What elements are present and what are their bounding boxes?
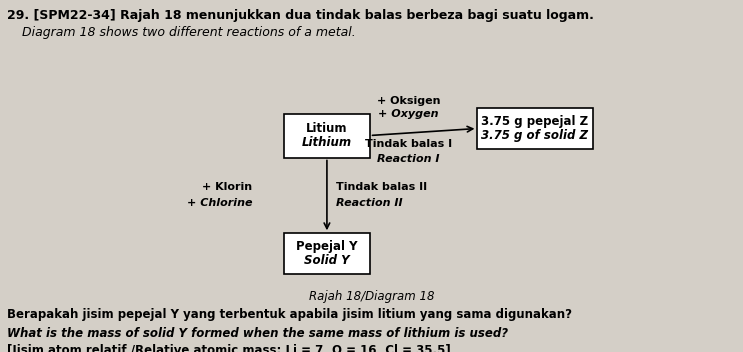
Text: Berapakah jisim pepejal Y yang terbentuk apabila jisim litium yang sama digunaka: Berapakah jisim pepejal Y yang terbentuk… xyxy=(7,308,572,321)
Text: + Oxygen: + Oxygen xyxy=(378,109,439,119)
Text: Pepejal Y: Pepejal Y xyxy=(296,240,357,253)
Text: + Oksigen: + Oksigen xyxy=(377,96,441,106)
Text: Reaction II: Reaction II xyxy=(336,198,403,208)
Text: Lithium: Lithium xyxy=(302,136,352,149)
Text: Rajah 18/Diagram 18: Rajah 18/Diagram 18 xyxy=(309,290,434,303)
FancyBboxPatch shape xyxy=(477,108,593,149)
Text: Tindak balas II: Tindak balas II xyxy=(336,182,427,191)
Text: Solid Y: Solid Y xyxy=(304,254,350,266)
Text: 3.75 g pepejal Z: 3.75 g pepejal Z xyxy=(481,115,588,128)
Text: What is the mass of solid Y formed when the same mass of lithium is used?: What is the mass of solid Y formed when … xyxy=(7,327,508,340)
Text: 3.75 g of solid Z: 3.75 g of solid Z xyxy=(481,129,588,142)
Text: + Chlorine: + Chlorine xyxy=(187,198,253,208)
Text: Diagram 18 shows two different reactions of a metal.: Diagram 18 shows two different reactions… xyxy=(22,26,356,39)
Text: 29. [SPM22-34] Rajah 18 menunjukkan dua tindak balas berbeza bagi suatu logam.: 29. [SPM22-34] Rajah 18 menunjukkan dua … xyxy=(7,9,594,22)
FancyBboxPatch shape xyxy=(284,233,370,274)
Text: Reaction I: Reaction I xyxy=(377,154,440,164)
Text: + Klorin: + Klorin xyxy=(203,182,253,191)
Text: Litium: Litium xyxy=(306,122,348,135)
FancyBboxPatch shape xyxy=(284,113,370,158)
Text: Tindak balas I: Tindak balas I xyxy=(365,139,452,149)
Text: [Jisim atom relatif /Relative atomic mass: Li = 7, O = 16, Cl = 35.5]: [Jisim atom relatif /Relative atomic mas… xyxy=(7,344,451,352)
